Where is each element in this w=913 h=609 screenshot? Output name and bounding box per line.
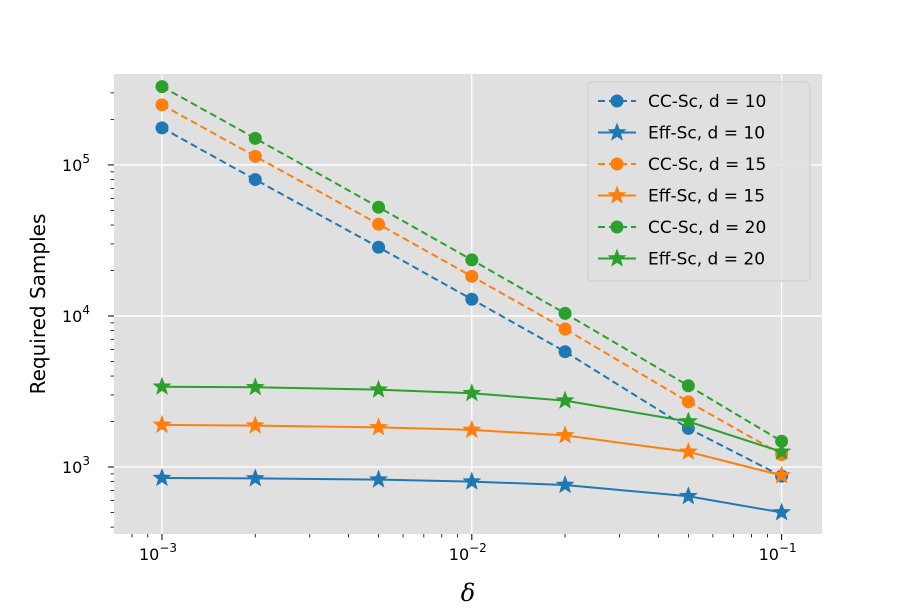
data-point <box>155 121 169 135</box>
data-point <box>465 253 479 267</box>
data-point <box>462 419 482 438</box>
legend-marker <box>610 220 624 234</box>
data-point <box>678 411 698 430</box>
data-point <box>558 345 572 359</box>
data-point <box>462 383 482 402</box>
data-point <box>465 269 479 283</box>
x-tick-label: 10−2 <box>449 541 487 564</box>
y-tick-label: 105 <box>62 152 90 175</box>
data-point <box>155 80 169 94</box>
data-point <box>248 149 262 163</box>
data-point <box>369 379 389 398</box>
data-point <box>245 468 265 487</box>
legend-label: CC-Sc, d = 15 <box>648 155 766 175</box>
x-axis-label: δ <box>461 579 475 607</box>
series-markers <box>152 80 792 521</box>
legend-label: CC-Sc, d = 10 <box>648 92 766 112</box>
data-point <box>372 240 386 254</box>
legend-label: Eff-Sc, d = 20 <box>648 250 765 270</box>
data-point <box>248 131 262 145</box>
x-tick-label: 10−1 <box>759 541 797 564</box>
y-axis-label: Required Samples <box>26 214 50 395</box>
legend-marker <box>610 157 624 171</box>
data-point <box>681 379 695 393</box>
y-tick-label: 103 <box>62 454 90 477</box>
legend-marker <box>607 248 627 267</box>
data-point <box>681 395 695 409</box>
data-point <box>772 441 792 460</box>
data-point <box>462 471 482 490</box>
legend-label: Eff-Sc, d = 10 <box>648 124 765 144</box>
data-point <box>152 376 172 395</box>
data-point <box>558 306 572 320</box>
data-point <box>558 322 572 336</box>
minor-ticks <box>108 92 783 540</box>
data-point <box>465 292 479 306</box>
data-point <box>245 377 265 396</box>
y-tick-labels: 103 104 105 <box>62 152 90 477</box>
data-point <box>152 414 172 433</box>
legend-marker <box>610 94 624 108</box>
legend-marker <box>607 185 627 204</box>
legend: CC-Sc, d = 10 Eff-Sc, d = 10 CC-Sc, d = 15… <box>587 81 811 282</box>
data-point <box>155 98 169 112</box>
data-point <box>555 425 575 444</box>
x-tick-label: 10−3 <box>139 541 177 564</box>
data-point <box>369 469 389 488</box>
legend-label: Eff-Sc, d = 15 <box>648 187 765 207</box>
legend-marker <box>607 122 627 141</box>
legend-box <box>587 81 811 282</box>
data-point <box>772 502 792 521</box>
y-tick-label: 104 <box>62 303 90 326</box>
data-point <box>245 415 265 434</box>
data-point <box>372 217 386 231</box>
legend-label: CC-Sc, d = 20 <box>648 218 766 238</box>
data-point <box>248 173 262 187</box>
x-tick-labels: 10−3 10−2 10−1 <box>139 541 797 564</box>
data-point <box>678 486 698 505</box>
data-point <box>772 465 792 484</box>
data-point <box>555 474 575 494</box>
data-point <box>369 417 389 436</box>
data-point <box>555 390 575 409</box>
data-point <box>775 434 789 448</box>
data-point <box>678 441 698 460</box>
data-point <box>152 468 172 487</box>
data-point <box>372 200 386 214</box>
